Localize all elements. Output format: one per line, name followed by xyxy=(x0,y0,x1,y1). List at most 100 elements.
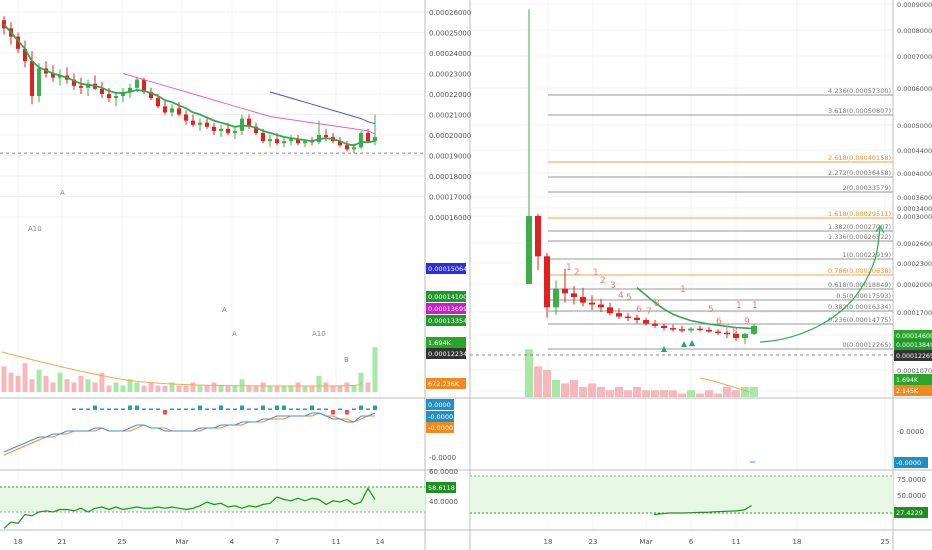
left-volume-bar xyxy=(1,366,7,392)
left-macd-histogram-bar xyxy=(184,408,188,410)
right-candle-body xyxy=(553,288,559,308)
left-macd-histogram-bar xyxy=(247,408,251,410)
right-candle-body xyxy=(751,325,757,334)
left-candle-body xyxy=(324,135,328,138)
left-macd-histogram-bar xyxy=(107,408,111,410)
right-volume-bar xyxy=(642,390,650,397)
right-volume-bar xyxy=(678,393,686,397)
left-volume-bar xyxy=(134,382,140,392)
left-volume-bar xyxy=(274,385,280,392)
left-signal-marker: A10 xyxy=(312,330,326,338)
left-candle-body xyxy=(198,122,202,125)
left-volume-bar xyxy=(232,385,238,392)
right-rsi-tick: 75.0000 xyxy=(897,476,926,484)
td-count-label: 5 xyxy=(708,305,714,315)
td-count-label: 8 xyxy=(732,327,738,337)
left-macd-histogram-bar xyxy=(275,405,279,410)
fib-level-label: 2(0.00033579) xyxy=(843,184,892,192)
left-macd-histogram-bar xyxy=(366,408,370,410)
left-candle-body xyxy=(79,85,83,88)
left-macd-histogram-bar xyxy=(114,408,118,410)
right-price-tick: 0.00026000 xyxy=(897,240,932,248)
left-macd-histogram-bar xyxy=(331,410,335,415)
td-count-label: 8 xyxy=(654,299,660,309)
right-volume-bar xyxy=(669,390,677,397)
right-volume-bar xyxy=(606,390,614,397)
left-rsi-band xyxy=(0,487,425,512)
right-price-badge xyxy=(894,385,932,396)
left-volume-bar xyxy=(176,385,182,392)
right-time-tick: 6 xyxy=(689,538,694,546)
left-candle-body xyxy=(289,139,293,142)
left-volume-bar xyxy=(15,376,21,392)
left-volume-bar xyxy=(365,382,371,392)
fib-level-label: 0.236(0.00014775) xyxy=(828,316,891,324)
left-macd-tick: -0.0000 xyxy=(429,454,456,462)
right-candle-body xyxy=(670,328,676,330)
left-rsi-badge-label: 58.6118 xyxy=(428,484,455,492)
left-macd-histogram-bar xyxy=(170,408,174,410)
right-volume-bar xyxy=(651,390,659,397)
right-volume-bar xyxy=(750,386,758,397)
left-volume-bar xyxy=(8,372,14,392)
left-macd-histogram-bar xyxy=(359,405,363,410)
right-price-tick: 0.00010700 xyxy=(897,367,932,375)
left-macd-line xyxy=(3,412,376,453)
left-macd-badge-label: 0.0000 xyxy=(428,401,451,409)
left-price-badge-label: 0.00012234 xyxy=(428,350,467,358)
right-macd-tick: -0.0000 xyxy=(897,428,924,436)
right-candle-body xyxy=(742,333,748,339)
left-price-badge xyxy=(426,263,466,274)
td-count-label: 1 xyxy=(680,285,686,295)
left-macd-histogram-bar xyxy=(296,408,300,410)
left-volume-bar xyxy=(211,382,217,392)
left-price-tick: 0.00025000 xyxy=(429,30,471,38)
td-count-label: 1 xyxy=(752,301,758,311)
left-macd-histogram-bar xyxy=(345,410,349,415)
right-candle-body xyxy=(697,328,703,331)
right-projection-arrowhead xyxy=(875,224,885,234)
right-rsi-band xyxy=(470,476,893,513)
right-projection-curve xyxy=(759,227,881,343)
left-volume-bar xyxy=(323,382,329,392)
left-macd-badge xyxy=(426,422,454,433)
left-macd-histogram-bar xyxy=(254,408,258,410)
left-candle-body xyxy=(254,126,258,133)
left-price-badge-label: 0.00015064 xyxy=(428,265,467,273)
td-count-label: 5 xyxy=(626,293,632,303)
left-macd-histogram-bar xyxy=(149,408,153,410)
left-price-tick: 0.00024000 xyxy=(429,50,471,58)
right-rsi-badge-label: 27.4229 xyxy=(896,509,923,517)
right-candle-body xyxy=(544,256,550,308)
right-macd-badge-label: -0.0000 xyxy=(896,459,921,467)
right-candle-body xyxy=(733,333,739,339)
left-volume-bar xyxy=(351,385,357,392)
left-candle-body xyxy=(338,141,342,146)
right-candle-body xyxy=(688,328,694,331)
td-count-label: 2 xyxy=(600,276,606,286)
left-price-badge xyxy=(426,348,466,359)
fib-level-label: 0(0.00012265) xyxy=(843,341,892,349)
left-volume-bar xyxy=(64,379,70,392)
right-volume-bar xyxy=(552,380,560,397)
left-macd-histogram-bar xyxy=(240,405,244,410)
left-volume-bar xyxy=(295,382,301,392)
price-axes: 0.00026000 0.00025000 0.00024000 0.00023000… xyxy=(14,1,932,546)
left-macd-histogram-bar xyxy=(79,408,83,410)
left-candle-body xyxy=(261,132,265,142)
left-macd-histogram-bar xyxy=(226,408,230,410)
left-price-badge xyxy=(426,378,466,389)
left-macd-histogram-bar xyxy=(135,405,139,410)
td-count-label: 9 xyxy=(744,317,750,327)
left-price-tick: 0.00019000 xyxy=(429,153,471,161)
left-price-tick: 0.00021000 xyxy=(429,112,471,120)
right-volume-bar xyxy=(543,369,551,397)
left-volume-bar xyxy=(344,382,350,392)
right-volume-bar xyxy=(588,383,596,397)
left-price-tick: 0.00023000 xyxy=(429,71,471,79)
left-volume-bar xyxy=(50,382,56,392)
fib-level-label: 2.272(0.00036458) xyxy=(828,169,891,177)
left-rsi-line xyxy=(3,487,376,529)
left-price-tick: 0.00026000 xyxy=(429,9,471,17)
td-count-label: 6 xyxy=(636,305,642,315)
